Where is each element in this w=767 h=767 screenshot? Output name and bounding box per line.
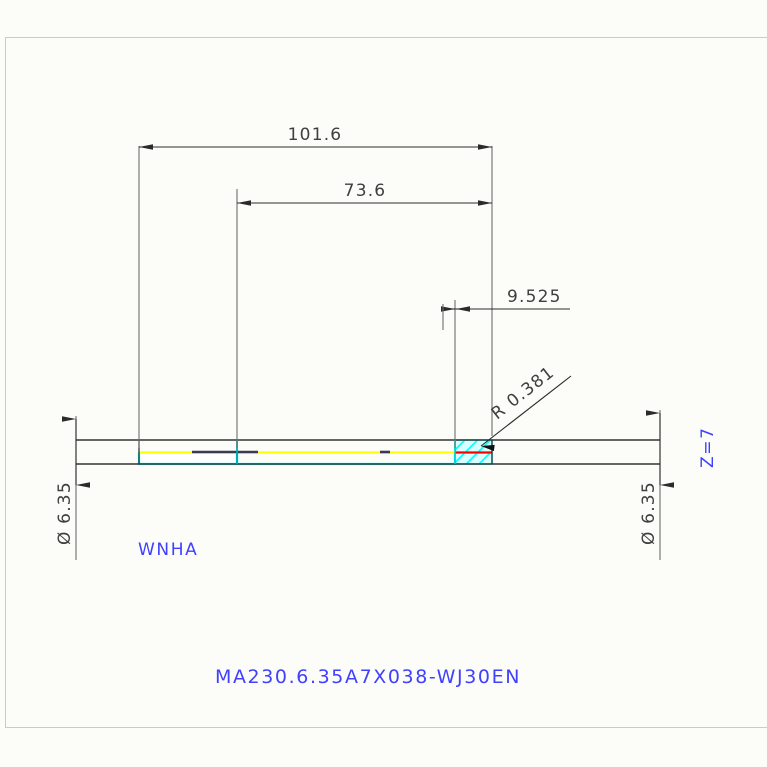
material-label: WNHA (138, 540, 198, 560)
extension-lines (75, 146, 661, 560)
dimension-lines (62, 144, 674, 488)
title-block-text-layer: Z=7 WNHA MA230.6.35A7X038-WJ30EN (138, 426, 718, 688)
dimtext-right-diameter: Ø 6.35 (639, 481, 659, 545)
annotation-corner-radius: R 0.381 (488, 362, 559, 424)
dimtext-left-diameter: Ø 6.35 (55, 481, 75, 545)
dimtext-tip-length: 9.525 (507, 287, 562, 307)
shank-body-fill (139, 452, 237, 464)
leader-corner-radius[interactable] (480, 375, 572, 452)
part-geometry (76, 439, 660, 466)
dimtext-overall-length: 101.6 (288, 125, 343, 145)
drawing-frame-border (5, 37, 767, 728)
quantity-label: Z=7 (698, 426, 718, 468)
dimtext-shoulder-length: 73.6 (344, 181, 387, 201)
flute-outline-middle (235, 452, 457, 466)
dimension-text-layer: 101.6 73.6 9.525 Ø 6.35 Ø 6.35 R 0.381 (55, 125, 659, 545)
part-number-label: MA230.6.35A7X038-WJ30EN (215, 666, 521, 688)
